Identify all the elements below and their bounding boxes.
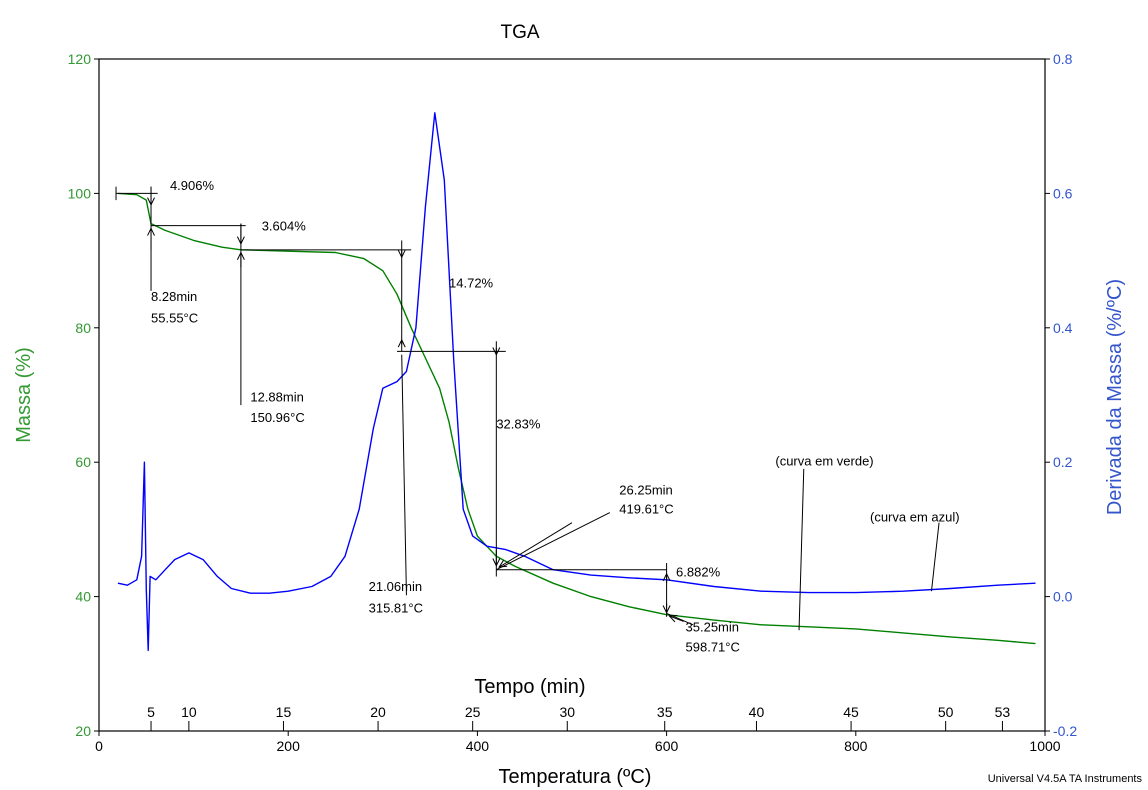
arrow-head <box>662 605 671 614</box>
annotations: 4.906% 3.604% 14.72% 32.83% 6.882% 8.28min 55.… <box>115 178 960 655</box>
annotation-line <box>798 468 805 631</box>
annotation-label: 3.604% <box>262 218 307 233</box>
arrow-shaft <box>669 615 684 622</box>
time-tick-label: 35 <box>657 704 673 720</box>
y-tick-label: 120 <box>68 51 92 67</box>
time-tick-label: 5 <box>147 704 155 720</box>
y2-tick-label: 0.0 <box>1053 589 1073 605</box>
mass-curve <box>117 192 1036 645</box>
y-tick-label: 100 <box>68 185 92 201</box>
arrow-head <box>498 560 508 568</box>
annotation-label: (curva em verde) <box>775 454 873 469</box>
x-tick-label: 400 <box>466 738 490 754</box>
y2-axis-label: Derivada da Massa (%/ºC) <box>1104 279 1126 515</box>
arrow-head <box>662 572 671 582</box>
deriv-curve <box>117 112 1036 652</box>
y-tick-label: 80 <box>75 320 91 336</box>
arrow-head <box>236 251 245 260</box>
annotation-label: 32.83% <box>496 417 541 432</box>
annotation-label: 21.06min <box>369 579 422 594</box>
right-axis-ticks: -0.2 0.0 0.2 0.4 0.6 0.8 <box>1045 51 1077 739</box>
annotation-line <box>401 354 407 596</box>
time-axis-ticks: 5 10 15 20 25 30 35 40 45 50 53 <box>147 704 1010 731</box>
x-axis-label: Temperatura (ºC) <box>499 766 652 788</box>
x-tick-label: 600 <box>655 738 679 754</box>
y2-tick-label: 0.8 <box>1053 51 1073 67</box>
arrow-head <box>668 614 678 623</box>
annotation-line <box>666 612 694 626</box>
y2-tick-label: 0.2 <box>1053 454 1073 470</box>
y-tick-label: 20 <box>75 723 91 739</box>
series-lines <box>117 112 1036 652</box>
annotation-label: 598.71°C <box>686 640 740 655</box>
chart-title: TGA <box>500 22 539 43</box>
annotation-label: 8.28min <box>151 289 197 304</box>
time-axis-label: Tempo (min) <box>474 676 585 698</box>
time-tick-label: 25 <box>465 704 481 720</box>
arrow-head <box>492 347 501 356</box>
arrow-head <box>147 227 155 236</box>
arrow-head <box>397 338 406 348</box>
y2-tick-label: 0.6 <box>1053 185 1073 201</box>
time-tick-label: 30 <box>559 704 575 720</box>
time-tick-label: 10 <box>181 704 197 720</box>
annotation-label: 14.72% <box>449 275 494 290</box>
x-axis-ticks: 0 200 400 600 800 1000 <box>95 731 1061 754</box>
arrow-head <box>492 558 501 567</box>
plot-frame <box>98 58 1046 732</box>
annotation-label: 6.882% <box>676 564 721 579</box>
y-axis-label: Massa (%) <box>13 347 35 443</box>
time-tick-label: 50 <box>938 704 954 720</box>
x-tick-label: 800 <box>844 738 868 754</box>
annotation-label: 419.61°C <box>619 501 673 516</box>
annotation-label: 26.25min <box>619 482 672 497</box>
time-tick-label: 40 <box>749 704 765 720</box>
x-tick-label: 200 <box>277 738 301 754</box>
annotation-label: 12.88min <box>250 390 303 405</box>
annotation-line <box>496 512 611 571</box>
arrow-shaft <box>498 522 573 568</box>
time-tick-label: 53 <box>995 704 1011 720</box>
annotation-line <box>930 522 940 592</box>
y2-tick-label: -0.2 <box>1053 723 1077 739</box>
time-tick-label: 20 <box>370 704 386 720</box>
y-tick-label: 60 <box>75 454 91 470</box>
arrow-head <box>397 249 406 259</box>
software-footer: Universal V4.5A TA Instruments <box>988 773 1143 785</box>
annotation-label: 315.81°C <box>369 601 423 616</box>
annotation-label: 35.25min <box>686 620 739 635</box>
arrow-head <box>147 197 155 206</box>
annotation-label: 4.906% <box>170 178 215 193</box>
annotation-label: 150.96°C <box>250 410 304 425</box>
time-tick-label: 15 <box>276 704 292 720</box>
x-tick-label: 0 <box>95 738 103 754</box>
annotation-label: 55.55°C <box>151 310 198 325</box>
y2-tick-label: 0.4 <box>1053 320 1073 336</box>
y-tick-label: 40 <box>75 589 91 605</box>
annotation-label: (curva em azul) <box>870 509 960 524</box>
left-axis-ticks: 20 40 60 80 100 120 <box>68 51 99 739</box>
time-tick-label: 45 <box>843 704 859 720</box>
x-tick-label: 1000 <box>1029 738 1060 754</box>
arrow-head <box>236 236 245 245</box>
